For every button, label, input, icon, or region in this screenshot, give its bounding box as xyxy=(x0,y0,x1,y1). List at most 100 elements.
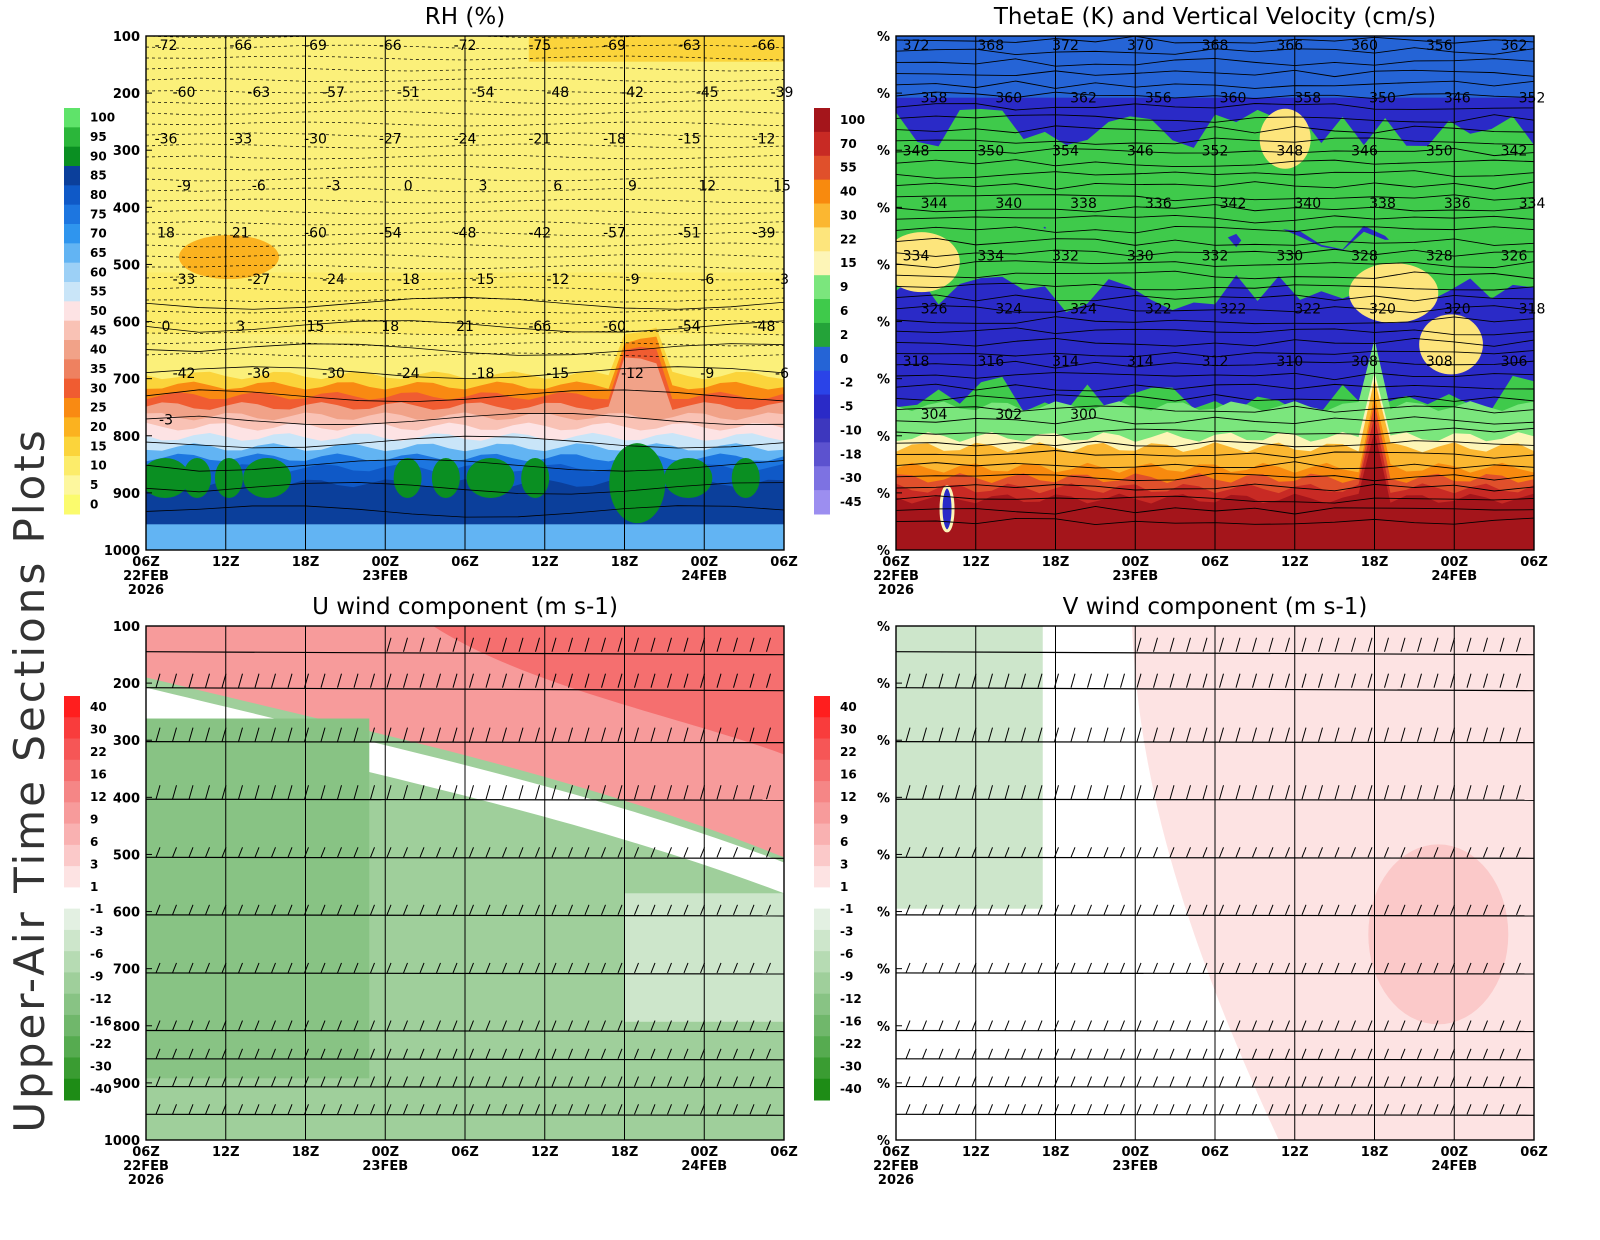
rh-contour-label: -36 xyxy=(247,366,270,382)
v_wind-barb xyxy=(955,1048,960,1059)
v_wind-barb xyxy=(1268,727,1274,742)
u_wind-barb xyxy=(436,1104,441,1115)
u_wind-barb xyxy=(535,1076,540,1087)
thetae-contour-label: 358 xyxy=(1294,91,1321,107)
u_wind-barb xyxy=(733,1020,738,1031)
u_wind-barb xyxy=(353,785,359,800)
u_wind-barb xyxy=(584,1104,590,1115)
u_wind-colorbar-swatch xyxy=(64,908,80,931)
u_wind-barb xyxy=(535,904,540,916)
v_wind-barb xyxy=(1136,1048,1142,1059)
u_wind-barb xyxy=(403,1104,408,1115)
u_wind-barb xyxy=(353,1020,359,1031)
rh-contour-label: 12 xyxy=(698,178,716,194)
u_wind-barb xyxy=(766,1104,771,1115)
u_wind-barb xyxy=(766,673,771,688)
thetae-contour-label: 320 xyxy=(1444,301,1471,317)
v_wind-barb xyxy=(1301,1104,1307,1115)
u_wind-barb xyxy=(172,727,177,742)
v_wind-barb xyxy=(1070,1048,1076,1059)
thetae-ytick: % xyxy=(877,544,890,559)
u_wind-barb xyxy=(320,904,326,916)
thetae-colorbar-tick: -5 xyxy=(840,400,853,414)
u_wind-xtick: 06Z xyxy=(132,1145,160,1160)
v_wind-barb xyxy=(1186,673,1191,688)
rh-contour-label: -57 xyxy=(603,225,626,241)
v_wind-barb xyxy=(938,673,944,688)
thetae-contour-label: 324 xyxy=(995,301,1022,317)
u_wind-barb xyxy=(601,727,606,742)
v_wind-barb xyxy=(1219,962,1224,974)
v_wind-colorbar-swatch xyxy=(814,1014,830,1037)
v_wind-colorbar-swatch xyxy=(814,802,830,825)
rh-contour-label: -12 xyxy=(546,272,569,288)
v_wind-barb xyxy=(1070,673,1076,688)
v_wind-barb xyxy=(1367,904,1373,916)
u_wind-colorbar-swatch xyxy=(64,887,80,910)
v_wind-barb xyxy=(1516,673,1521,688)
v_wind-barb xyxy=(1252,962,1257,974)
u_wind-barb xyxy=(683,1076,689,1087)
v_wind-barb xyxy=(1285,1104,1290,1115)
v_wind-barb xyxy=(1103,847,1109,858)
rh-moist-blob xyxy=(146,458,190,499)
v_wind-barb xyxy=(1004,1020,1010,1031)
v_wind-colorbar-tick: 1 xyxy=(840,880,848,894)
v_wind-barb xyxy=(1202,1104,1208,1115)
u_wind-barb xyxy=(155,785,161,800)
v_wind-barb xyxy=(1466,904,1472,916)
u_wind-barb xyxy=(617,904,623,916)
thetae-colorbar-tick: 22 xyxy=(840,232,857,246)
v_wind-barb xyxy=(1004,727,1010,742)
u_wind-barb xyxy=(650,673,656,688)
u_wind-barb xyxy=(683,1020,689,1031)
rh-ytick: 600 xyxy=(113,316,140,331)
v_wind-barb xyxy=(1202,1076,1208,1087)
thetae-date-label: 2026 xyxy=(878,583,914,598)
v_wind-ytick: % xyxy=(877,848,890,863)
v_wind-barb xyxy=(1400,673,1406,688)
v_wind-colorbar-swatch xyxy=(814,1057,830,1080)
u_wind-barb xyxy=(617,1020,623,1031)
u_wind-barb xyxy=(683,904,689,916)
v_wind-colorbar-swatch xyxy=(814,908,830,931)
rh-moist-blob xyxy=(243,458,292,499)
thetae-panel: ThetaE (K) and Vertical Velocity (cm/s) 3… xyxy=(810,0,1570,600)
u_wind-barb xyxy=(749,727,755,742)
v_wind-barb xyxy=(1417,1048,1422,1059)
thetae-colorbar-swatch xyxy=(814,442,830,467)
u_wind-colorbar-tick: 6 xyxy=(90,835,98,849)
v_wind-xtick: 12Z xyxy=(962,1145,990,1160)
v_wind-barb xyxy=(1516,1020,1521,1031)
rh-colorbar-swatch xyxy=(64,224,80,244)
v_wind-barb xyxy=(1037,1020,1043,1031)
u_wind-barb xyxy=(287,785,293,800)
u_wind-ytick: 300 xyxy=(113,734,140,749)
u_wind-xtick: 00Z xyxy=(371,1145,399,1160)
u_wind-barb xyxy=(469,1048,474,1059)
u_wind-barb xyxy=(353,673,359,688)
v_wind-date-label: 23FEB xyxy=(1112,1159,1158,1174)
u_wind-barb xyxy=(601,637,606,652)
thetae-ytick: % xyxy=(877,30,890,45)
u_wind-barb xyxy=(271,727,276,742)
thetae-contour-label: 316 xyxy=(977,354,1004,370)
v_wind-barb xyxy=(1103,1104,1109,1115)
u_wind-barb xyxy=(551,1104,557,1115)
u_wind-barb xyxy=(419,785,425,800)
u_wind-barb xyxy=(188,1020,194,1031)
u_wind-barb xyxy=(188,1048,194,1059)
rh-date-label: 2026 xyxy=(128,583,164,598)
v_wind-barb xyxy=(1268,1104,1274,1115)
v_wind-barb xyxy=(1153,1076,1158,1087)
u_wind-barb xyxy=(485,904,491,916)
v_wind-barb xyxy=(1153,785,1158,800)
u_wind-barb xyxy=(370,1048,375,1059)
v_wind-barb xyxy=(1136,673,1142,688)
v_wind-colorbar-swatch xyxy=(814,738,830,761)
u_wind-barb xyxy=(502,637,507,652)
u_wind-barb xyxy=(172,1104,177,1115)
v_wind-barb xyxy=(1268,1048,1274,1059)
v_wind-barb xyxy=(1235,673,1241,688)
thetae-contour-label: 358 xyxy=(921,91,948,107)
